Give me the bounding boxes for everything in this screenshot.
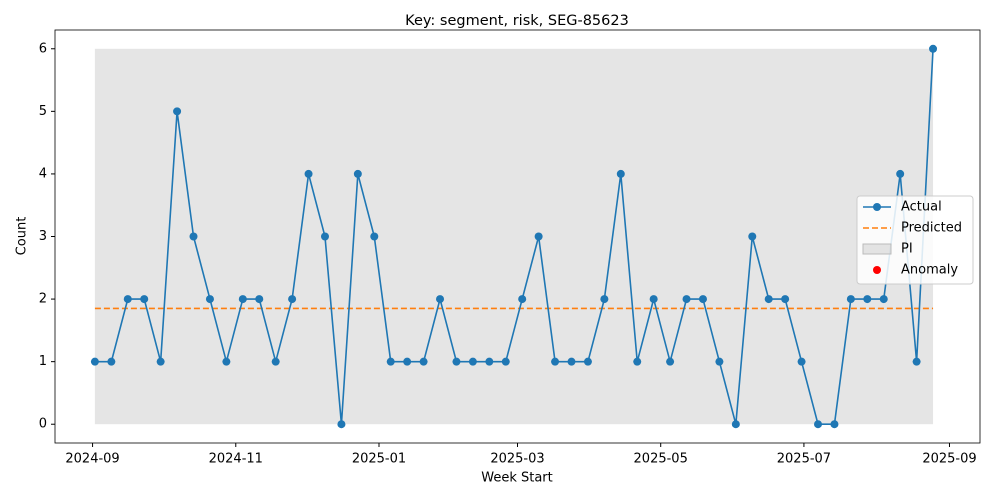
actual-point [551, 357, 560, 366]
y-axis-label: Count [15, 217, 30, 256]
x-tick-label: 2024-09 [65, 452, 119, 467]
actual-point [863, 295, 872, 304]
actual-point [353, 169, 362, 178]
actual-point [189, 232, 198, 241]
actual-point [846, 295, 855, 304]
legend-symbol [873, 266, 881, 274]
actual-point [173, 107, 182, 116]
actual-point [107, 357, 116, 366]
actual-point [682, 295, 691, 304]
actual-point [731, 420, 740, 429]
actual-point [698, 295, 707, 304]
actual-point [912, 357, 921, 366]
x-tick-label: 2025-01 [352, 452, 406, 467]
actual-point [370, 232, 379, 241]
actual-point [140, 295, 149, 304]
y-tick-label: 3 [39, 229, 47, 244]
legend-label: PI [901, 242, 913, 257]
actual-point [205, 295, 214, 304]
actual-point [386, 357, 395, 366]
x-tick-label: 2025-09 [922, 452, 976, 467]
actual-point [583, 357, 592, 366]
actual-point [90, 357, 99, 366]
actual-point [715, 357, 724, 366]
x-axis-label: Week Start [481, 471, 553, 486]
legend-label: Actual [901, 200, 942, 215]
actual-point [649, 295, 658, 304]
legend-box [856, 195, 974, 285]
actual-point [337, 420, 346, 429]
actual-point [600, 295, 609, 304]
actual-point [403, 357, 412, 366]
y-tick-label: 0 [39, 417, 47, 432]
actual-point [123, 295, 132, 304]
actual-point [222, 357, 231, 366]
actual-point [304, 169, 313, 178]
actual-point [452, 357, 461, 366]
actual-point [288, 295, 297, 304]
actual-point [666, 357, 675, 366]
actual-point [814, 420, 823, 429]
actual-point [830, 420, 839, 429]
y-tick-label: 2 [39, 292, 47, 307]
actual-point [781, 295, 790, 304]
y-tick-label: 1 [39, 354, 47, 369]
y-tick-label: 4 [39, 166, 47, 181]
chart-title: Key: segment, risk, SEG-85623 [405, 13, 629, 29]
actual-point [468, 357, 477, 366]
actual-point [879, 295, 888, 304]
actual-point [320, 232, 329, 241]
legend: Actual Predicted PI Anomaly [856, 195, 974, 285]
prediction-interval [94, 48, 934, 425]
x-tick-label: 2025-05 [634, 452, 688, 467]
actual-point [156, 357, 165, 366]
x-tick-label: 2025-07 [777, 452, 831, 467]
y-tick-label: 5 [39, 104, 47, 119]
legend-symbol [862, 243, 892, 255]
actual-point [485, 357, 494, 366]
actual-point [567, 357, 576, 366]
actual-point [419, 357, 428, 366]
actual-point [748, 232, 757, 241]
actual-point [534, 232, 543, 241]
actual-point [633, 357, 642, 366]
actual-point [797, 357, 806, 366]
actual-point [255, 295, 264, 304]
actual-point [518, 295, 527, 304]
legend-label: Predicted [901, 221, 962, 236]
actual-point [238, 295, 247, 304]
x-tick-label: 2024-11 [209, 452, 263, 467]
actual-point [616, 169, 625, 178]
legend-label: Anomaly [901, 263, 958, 278]
actual-point [501, 357, 510, 366]
x-tick-label: 2025-03 [490, 452, 544, 467]
legend-symbol [873, 203, 881, 211]
actual-point [896, 169, 905, 178]
actual-point [436, 295, 445, 304]
actual-point [929, 44, 938, 53]
actual-point [764, 295, 773, 304]
actual-line [94, 48, 934, 426]
actual-point [271, 357, 280, 366]
y-tick-label: 6 [39, 41, 47, 56]
